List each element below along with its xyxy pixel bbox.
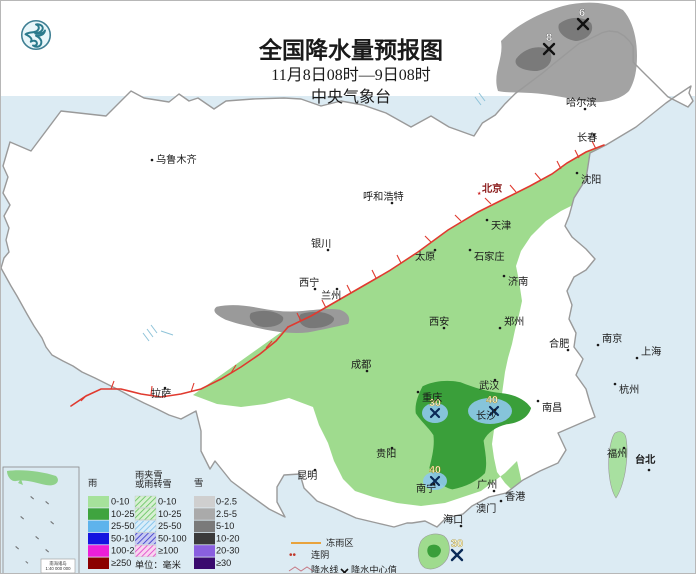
- svg-text:武汉: 武汉: [479, 379, 499, 392]
- svg-text:西宁: 西宁: [299, 276, 319, 289]
- svg-text:哈尔滨: 哈尔滨: [566, 96, 597, 109]
- svg-text:天津: 天津: [491, 220, 511, 232]
- svg-text:南宁: 南宁: [416, 482, 436, 495]
- svg-text:呼和浩特: 呼和浩特: [363, 191, 404, 203]
- svg-text:贵阳: 贵阳: [376, 447, 396, 460]
- svg-text:海口: 海口: [443, 513, 463, 526]
- svg-text:石家庄: 石家庄: [474, 250, 505, 263]
- svg-text:拉萨: 拉萨: [151, 387, 171, 400]
- svg-text:重庆: 重庆: [422, 391, 442, 404]
- svg-text:杭州: 杭州: [619, 383, 639, 396]
- svg-text:福州: 福州: [607, 447, 627, 460]
- svg-text:北京: 北京: [482, 182, 502, 195]
- svg-text:台北: 台北: [635, 453, 656, 466]
- svg-text:太原: 太原: [415, 250, 435, 263]
- svg-text:银川: 银川: [311, 237, 331, 250]
- svg-text:昆明: 昆明: [297, 470, 317, 482]
- svg-text:合肥: 合肥: [549, 337, 569, 350]
- svg-text:济南: 济南: [508, 275, 528, 288]
- svg-text:长沙: 长沙: [476, 410, 496, 422]
- svg-text:兰州: 兰州: [321, 289, 341, 302]
- svg-text:西安: 西安: [429, 315, 449, 328]
- svg-text:上海: 上海: [641, 345, 661, 358]
- svg-text:沈阳: 沈阳: [581, 173, 601, 186]
- svg-text:乌鲁木齐: 乌鲁木齐: [156, 153, 197, 166]
- svg-text:澳门: 澳门: [476, 502, 496, 515]
- svg-text:成都: 成都: [351, 359, 371, 371]
- svg-text:郑州: 郑州: [504, 315, 524, 328]
- svg-text:南京: 南京: [602, 332, 622, 345]
- svg-text:长春: 长春: [577, 132, 597, 144]
- svg-text:香港: 香港: [505, 491, 525, 503]
- svg-text:广州: 广州: [477, 479, 497, 491]
- svg-text:南昌: 南昌: [542, 401, 562, 414]
